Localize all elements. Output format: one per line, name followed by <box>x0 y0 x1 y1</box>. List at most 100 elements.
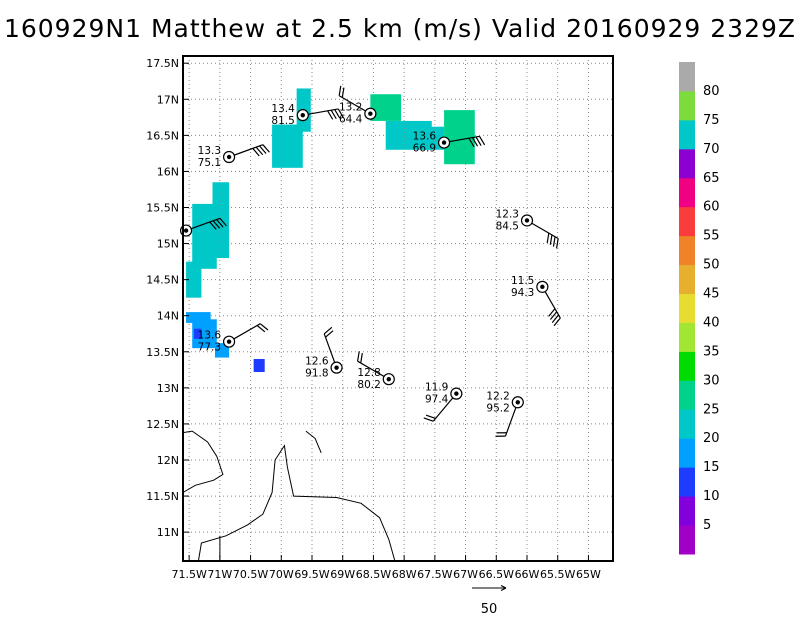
y-tick-label: 12N <box>157 454 179 467</box>
wind-barb-feather <box>549 311 558 320</box>
storm-symbol-center <box>540 284 545 290</box>
wind-barb-feather <box>425 414 436 420</box>
colorbar-segment <box>679 351 695 381</box>
colorbar-segment <box>679 62 695 92</box>
colorbar: 5 10 15 20 25 30 35 40 45 50 55 60 65 70 75 80 <box>679 62 720 555</box>
wind-cell <box>186 312 211 323</box>
wind-barb-feather <box>552 236 556 247</box>
y-tick-label: 16N <box>157 165 179 178</box>
x-axis-ticks: 71.5W 71W 70.5W 70W 69.5W 69W 68.5W 68W 67.5W 67W… <box>171 555 601 581</box>
colorbar-segment <box>679 496 695 526</box>
wind-barb-feather <box>548 308 556 317</box>
coastline <box>182 430 224 493</box>
colorbar-segment <box>679 322 695 352</box>
grid-lines <box>183 56 613 561</box>
station: 12.384.5 <box>496 208 559 249</box>
x-tick-label: 66W <box>515 568 540 581</box>
station-label-line2: 97.4 <box>425 394 449 406</box>
storm-symbol-center <box>515 400 520 405</box>
coastline <box>305 430 322 453</box>
wind-barb-feather <box>262 144 270 153</box>
wind-barb-feather <box>555 238 559 249</box>
station: 13.264.4 <box>338 85 377 126</box>
colorbar-label: 25 <box>703 402 720 417</box>
station: 13.375.1 <box>198 144 270 169</box>
storm-symbol-center <box>454 391 459 396</box>
wind-barb-feather <box>471 137 479 147</box>
colorbar-label: 55 <box>703 229 720 244</box>
x-tick-label: 66.5W <box>479 568 514 581</box>
storm-symbol-center <box>226 154 232 160</box>
station: 12.880.2 <box>357 351 395 391</box>
colorbar-label: 75 <box>703 113 720 128</box>
map-frame <box>182 55 614 562</box>
colorbar-label: 65 <box>703 171 720 186</box>
storm-symbol-center <box>524 218 530 223</box>
wind-cell <box>192 203 217 269</box>
colorbar-label: 20 <box>703 431 720 446</box>
wind-cell <box>186 261 202 298</box>
storm-symbol-center <box>386 377 391 382</box>
station-label-line1: 12.2 <box>486 390 509 402</box>
wind-barb-feather <box>551 314 560 324</box>
station: 11.594.3 <box>511 275 561 327</box>
colorbar-segment <box>679 148 695 179</box>
storm-symbol-center <box>226 339 232 344</box>
wind-barb-feather <box>323 326 333 335</box>
x-tick-label: 69.5W <box>294 568 329 581</box>
y-tick-label: 15N <box>157 238 179 251</box>
colorbar-segment <box>679 467 695 497</box>
colorbar-segment <box>679 119 695 150</box>
wind-barb-feather <box>553 317 561 327</box>
map-title: 160929N1 Matthew at 2.5 km (m/s) Valid 2… <box>3 14 797 43</box>
colorbar-segment <box>679 525 695 555</box>
station-label-line2: 91.8 <box>305 368 328 380</box>
colorbar-label: 10 <box>703 489 720 504</box>
wind-cell <box>444 110 475 165</box>
x-tick-label: 65W <box>576 568 601 581</box>
wind-barb-feather <box>468 137 475 148</box>
wind-speed-cells <box>186 88 475 372</box>
scale-arrow-label: 50 <box>481 602 498 617</box>
scale-arrow: 50 <box>472 585 507 617</box>
wind-barb-feather <box>256 325 266 333</box>
wind-cell <box>194 328 202 339</box>
wind-barb-feather <box>219 217 227 227</box>
station-plots: 13.481.5 13.264.4 13.666.9 13.375.1 12.384.5… <box>179 85 561 437</box>
wind-barb-feather <box>255 146 264 156</box>
y-tick-label: 13.5N <box>146 346 179 359</box>
wind-cell <box>272 124 303 168</box>
colorbar-label: 80 <box>703 84 720 99</box>
wind-cell <box>214 343 230 358</box>
colorbar-label: 70 <box>703 142 720 157</box>
station-label-line2: 84.5 <box>496 220 519 232</box>
station-label-line2: 95.2 <box>486 402 509 414</box>
station-label-line1: 13.3 <box>198 145 221 157</box>
colorbar-segment <box>679 90 695 121</box>
colorbar-label: 35 <box>703 344 720 359</box>
x-tick-label: 67W <box>453 568 478 581</box>
y-tick-label: 16.5N <box>146 129 179 142</box>
y-tick-label: 11N <box>157 526 179 539</box>
colorbar-segment <box>679 264 695 295</box>
station: 13.666.9 <box>413 131 486 155</box>
colorbar-label: 45 <box>703 287 720 302</box>
wind-barb-feather <box>337 108 344 118</box>
colorbar-label: 50 <box>703 258 720 273</box>
y-tick-label: 17N <box>157 93 179 106</box>
station-label-line1: 12.3 <box>496 208 519 220</box>
wind-barb-feather <box>357 351 360 362</box>
storm-symbol-center <box>300 112 305 118</box>
wind-barb-feather <box>546 232 550 244</box>
station-label-line1: 13.4 <box>271 103 295 115</box>
wind-barb-feather <box>209 221 217 230</box>
station-label-line1: 12.8 <box>357 367 380 379</box>
y-tick-label: 14N <box>157 310 179 323</box>
station-label-line2: 81.5 <box>271 115 294 127</box>
station: 13.677.3 <box>198 323 269 354</box>
wind-barb-feather <box>212 220 221 229</box>
y-tick-label: 13N <box>157 382 179 395</box>
x-tick-label: 65.5W <box>540 568 575 581</box>
station-label-line1: 12.6 <box>305 356 329 368</box>
